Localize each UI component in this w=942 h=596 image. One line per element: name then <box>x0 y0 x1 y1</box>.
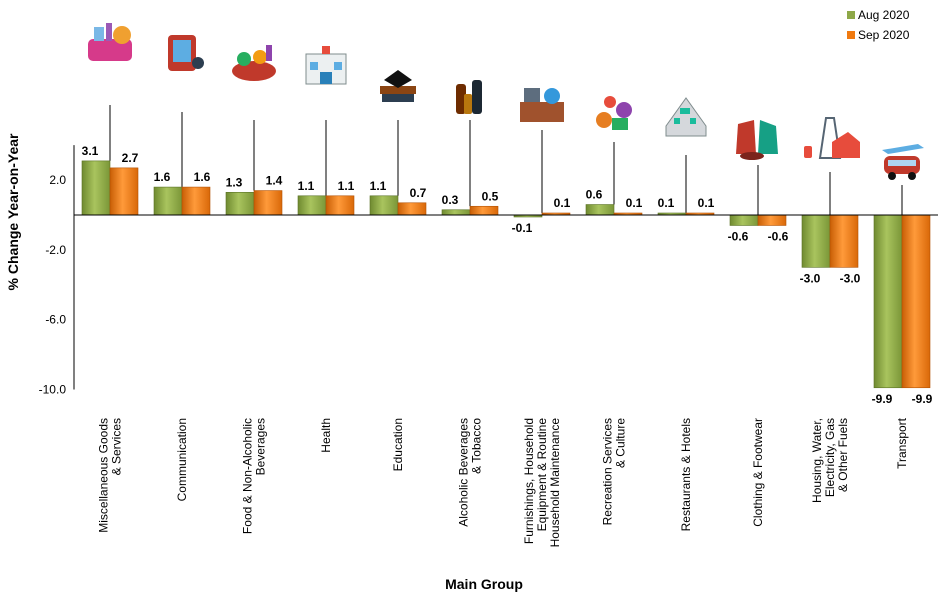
furniture-icon <box>520 88 564 122</box>
category-label: Food & Non-Alcoholic <box>241 418 255 534</box>
recreation-icon <box>596 96 632 130</box>
food-basket-icon <box>232 45 276 81</box>
category-label: Housing, Water, <box>810 418 824 503</box>
bar <box>81 160 111 216</box>
bar <box>225 192 255 216</box>
data-label: -0.6 <box>768 229 789 243</box>
books-icon <box>380 70 416 102</box>
category-label: Education <box>391 418 405 471</box>
category-icons <box>88 23 924 215</box>
y-tick-labels: 2.0 -2.0 -6.0 -10.0 <box>39 173 67 396</box>
data-label: 0.6 <box>586 188 603 202</box>
data-label: -3.0 <box>800 271 821 285</box>
y-tick-label: -6.0 <box>45 313 66 327</box>
category-label: Health <box>319 418 333 453</box>
legend-label: Aug 2020 <box>858 8 910 22</box>
legend-swatch <box>847 11 855 19</box>
y-axis <box>73 145 938 390</box>
category-labels: Miscellaneous Goods & Services Communicati… <box>97 417 910 547</box>
data-label: 0.7 <box>410 186 427 200</box>
bar <box>585 204 615 216</box>
bar <box>325 195 355 216</box>
category-label: & Services <box>110 418 124 475</box>
bar <box>469 205 499 216</box>
bar <box>441 209 471 216</box>
bar <box>397 202 427 216</box>
data-label: 0.1 <box>698 196 715 210</box>
data-label: 0.1 <box>626 196 643 210</box>
bar <box>181 186 211 216</box>
house-power-icon <box>804 117 860 159</box>
y-tick-label: 2.0 <box>49 173 66 187</box>
data-label: 3.1 <box>82 144 99 158</box>
bar <box>109 167 139 216</box>
data-label: 1.1 <box>370 179 387 193</box>
data-label: 1.4 <box>266 174 283 188</box>
bar <box>729 214 759 226</box>
category-label: Furnishings, Household <box>522 418 536 544</box>
bottles-icon <box>456 80 482 114</box>
bar <box>829 214 859 268</box>
phone-icon <box>168 35 204 71</box>
category-label: Beverages <box>254 418 268 475</box>
legend: Aug 2020 Sep 2020 <box>847 8 910 42</box>
data-label: -0.6 <box>728 229 749 243</box>
category-label: Communication <box>175 418 189 501</box>
category-label: Equipment & Routine <box>535 418 549 532</box>
data-label: -9.9 <box>912 392 933 406</box>
hotel-icon <box>665 97 707 137</box>
y-axis-title: % Change Year-on-Year <box>5 133 21 290</box>
category-label: Electricity, Gas <box>823 418 837 497</box>
data-label: 0.1 <box>658 196 675 210</box>
data-label: 1.1 <box>338 179 355 193</box>
data-label: 1.6 <box>154 170 171 184</box>
data-label: 1.6 <box>194 170 211 184</box>
data-label: -9.9 <box>872 392 893 406</box>
y-tick-label: -2.0 <box>45 243 66 257</box>
bar <box>369 195 399 216</box>
category-label: Restaurants & Hotels <box>679 418 693 531</box>
category-label: & Tobacco <box>470 418 484 474</box>
category-label: Recreation Services <box>601 418 615 525</box>
x-axis-title: Main Group <box>445 576 523 592</box>
category-label: Transport <box>895 417 909 469</box>
category-label: Alcoholic Beverages <box>457 418 471 527</box>
bar <box>901 214 931 389</box>
bar <box>253 190 283 216</box>
data-label: -0.1 <box>512 221 533 235</box>
data-label: 1.1 <box>298 179 315 193</box>
clothing-icon <box>736 120 778 160</box>
bar <box>153 186 183 216</box>
category-label: Clothing & Footwear <box>751 418 765 527</box>
bars <box>81 160 931 389</box>
data-label: 1.3 <box>226 175 243 189</box>
legend-swatch <box>847 31 855 39</box>
category-label: Miscellaneous Goods <box>97 418 111 533</box>
y-tick-label: -10.0 <box>39 383 67 397</box>
transport-icon <box>882 144 924 180</box>
data-label: -3.0 <box>840 271 861 285</box>
bar <box>297 195 327 216</box>
category-label: & Other Fuels <box>836 418 850 492</box>
category-label: & Culture <box>614 418 628 468</box>
bar <box>757 214 787 226</box>
data-labels: 3.1 2.7 1.6 1.6 1.3 1.4 1.1 1.1 1.1 0.7 0.3 0.5 -0.1… <box>82 144 933 406</box>
hospital-icon <box>305 46 347 85</box>
data-label: 0.3 <box>442 193 459 207</box>
data-label: 0.5 <box>482 189 499 203</box>
category-label: Household Maintenance <box>548 418 562 548</box>
legend-label: Sep 2020 <box>858 28 910 42</box>
bar <box>801 214 831 268</box>
data-label: 0.1 <box>554 196 571 210</box>
shopping-basket-icon <box>88 23 132 61</box>
data-label: 2.7 <box>122 151 139 165</box>
bar <box>873 214 903 389</box>
